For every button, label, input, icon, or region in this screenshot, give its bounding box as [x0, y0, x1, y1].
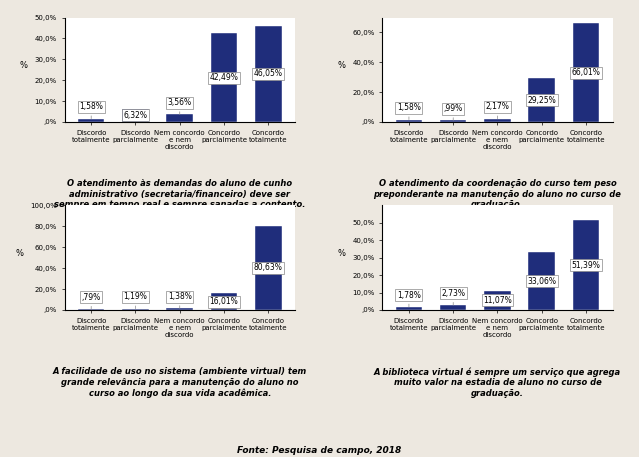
- Text: 16,01%: 16,01%: [210, 297, 238, 306]
- Y-axis label: %: %: [15, 249, 23, 258]
- Y-axis label: %: %: [20, 61, 27, 70]
- Text: ,99%: ,99%: [443, 104, 463, 121]
- Text: A facilidade de uso no sistema (ambiente virtual) tem
grande relevância para a m: A facilidade de uso no sistema (ambiente…: [52, 367, 307, 398]
- Text: 33,06%: 33,06%: [527, 276, 557, 286]
- Bar: [167, 308, 193, 310]
- Bar: [528, 78, 555, 122]
- Bar: [484, 119, 511, 122]
- Bar: [440, 121, 466, 122]
- Bar: [211, 293, 237, 310]
- Bar: [573, 220, 599, 310]
- Text: O atendimento da coordenação do curso tem peso
preponderante na manutenção do al: O atendimento da coordenação do curso te…: [374, 180, 621, 209]
- Text: 51,39%: 51,39%: [572, 260, 601, 270]
- Text: 1,58%: 1,58%: [397, 103, 421, 120]
- Text: A biblioteca virtual é sempre um serviço que agrega
muito valor na estadia de al: A biblioteca virtual é sempre um serviço…: [374, 367, 621, 398]
- Text: 11,07%: 11,07%: [483, 296, 512, 305]
- Text: O atendimento às demandas do aluno de cunho
administrativo (secretaria/financeir: O atendimento às demandas do aluno de cu…: [54, 180, 305, 209]
- Bar: [440, 305, 466, 310]
- Text: 1,19%: 1,19%: [123, 292, 148, 308]
- Bar: [211, 33, 237, 122]
- Bar: [255, 26, 282, 122]
- Text: 1,38%: 1,38%: [168, 292, 192, 308]
- Text: 1,78%: 1,78%: [397, 291, 421, 307]
- Bar: [167, 115, 193, 122]
- Bar: [122, 308, 149, 310]
- Text: 42,49%: 42,49%: [210, 73, 238, 82]
- Text: 2,17%: 2,17%: [486, 102, 509, 119]
- Text: 3,56%: 3,56%: [167, 98, 192, 115]
- Text: 46,05%: 46,05%: [254, 69, 283, 78]
- Text: 80,63%: 80,63%: [254, 263, 282, 272]
- Text: 1,58%: 1,58%: [79, 102, 103, 119]
- Text: 6,32%: 6,32%: [123, 111, 148, 120]
- Text: 29,25%: 29,25%: [527, 96, 556, 105]
- Y-axis label: %: %: [337, 61, 345, 70]
- Text: 66,01%: 66,01%: [572, 68, 601, 77]
- Bar: [396, 307, 422, 310]
- Bar: [78, 309, 104, 310]
- Bar: [78, 119, 104, 122]
- Text: Fonte: Pesquisa de campo, 2018: Fonte: Pesquisa de campo, 2018: [237, 446, 402, 455]
- Bar: [255, 226, 282, 310]
- Y-axis label: %: %: [337, 249, 345, 258]
- Bar: [573, 23, 599, 122]
- Text: 2,73%: 2,73%: [441, 289, 465, 305]
- Bar: [528, 252, 555, 310]
- Bar: [484, 291, 511, 310]
- Bar: [122, 109, 149, 122]
- Text: ,79%: ,79%: [82, 293, 101, 309]
- Bar: [396, 120, 422, 122]
